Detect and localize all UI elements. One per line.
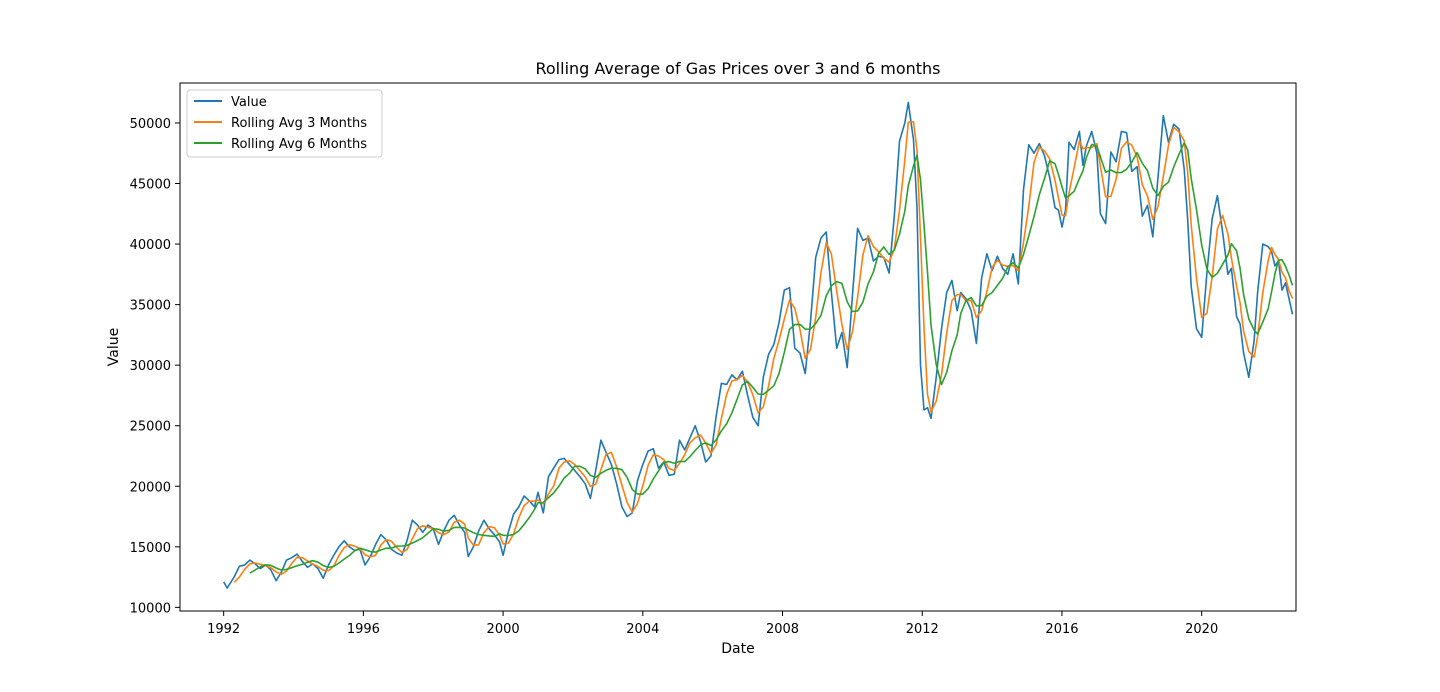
- axes-frame: [179, 82, 1297, 612]
- y-tick-label: 30000: [130, 359, 171, 374]
- legend-label-0: Value: [231, 95, 267, 110]
- x-tick-label: 2020: [1185, 622, 1218, 637]
- x-tick-label: 2008: [766, 622, 799, 637]
- legend-box: [186, 89, 383, 158]
- legend: Value Rolling Avg 3 Months Rolling Avg 6 M…: [186, 89, 383, 158]
- y-axis-label: Value: [106, 328, 122, 366]
- y-tick-label: 40000: [130, 238, 171, 253]
- legend-label-1: Rolling Avg 3 Months: [231, 116, 367, 131]
- x-tick-label: 2012: [906, 622, 939, 637]
- chart-title: Rolling Average of Gas Prices over 3 and…: [535, 59, 940, 78]
- x-tick-label: 2016: [1045, 622, 1078, 637]
- y-tick-label: 10000: [130, 601, 171, 616]
- legend-label-2: Rolling Avg 6 Months: [231, 137, 367, 152]
- plot-area: [223, 101, 1294, 589]
- y-tick-label: 25000: [130, 420, 171, 435]
- x-tick-label: 1992: [207, 622, 240, 637]
- y-tick-label: 20000: [130, 480, 171, 495]
- series-line-2: [249, 142, 1294, 574]
- x-tick-label: 2000: [487, 622, 520, 637]
- x-axis-label: Date: [721, 641, 754, 657]
- y-tick-label: 35000: [130, 299, 171, 314]
- x-tick-label: 2004: [626, 622, 659, 637]
- y-tick-label: 50000: [130, 117, 171, 132]
- axes: 1992 1996 2000 2004 2008 2012 2016 2020 10000 150…: [130, 82, 1297, 637]
- x-tick-label: 1996: [347, 622, 380, 637]
- series-line-1: [233, 121, 1294, 583]
- y-tick-label: 15000: [130, 541, 171, 556]
- series-line-0: [223, 101, 1294, 589]
- y-tick-label: 45000: [130, 178, 171, 193]
